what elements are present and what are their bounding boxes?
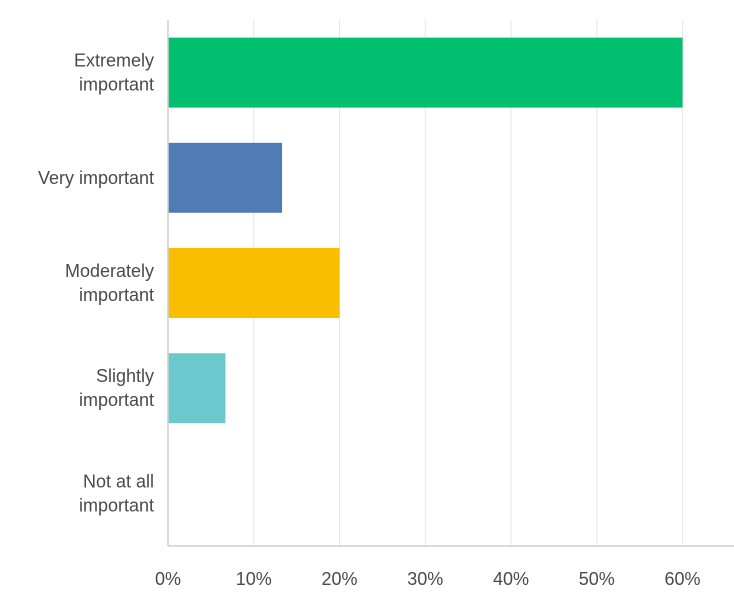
tick-label-60: 60% [665, 569, 701, 589]
category-label-5: Not at all important [79, 471, 154, 515]
category-label-2: Very important [38, 168, 154, 188]
category-label-3: Moderately important [65, 261, 154, 305]
tick-labels: 0% 10% 20% 30% 40% 50% 60% [155, 569, 701, 589]
category-label-1: Extremely important [74, 51, 154, 95]
category-labels: Extremely important Very important Moderate… [38, 51, 154, 516]
bar-4 [168, 353, 226, 424]
tick-label-0: 0% [155, 569, 181, 589]
bar-3 [168, 248, 340, 318]
bar-1 [168, 37, 683, 108]
axes [167, 20, 734, 547]
tick-label-10: 10% [236, 569, 272, 589]
tick-label-40: 40% [493, 569, 529, 589]
gridlines [253, 20, 684, 546]
tick-label-50: 50% [579, 569, 615, 589]
bars [168, 37, 683, 424]
category-label-4: Slightly important [79, 366, 154, 410]
tick-label-30: 30% [407, 569, 443, 589]
tick-label-20: 20% [321, 569, 357, 589]
bar-2 [168, 142, 283, 213]
